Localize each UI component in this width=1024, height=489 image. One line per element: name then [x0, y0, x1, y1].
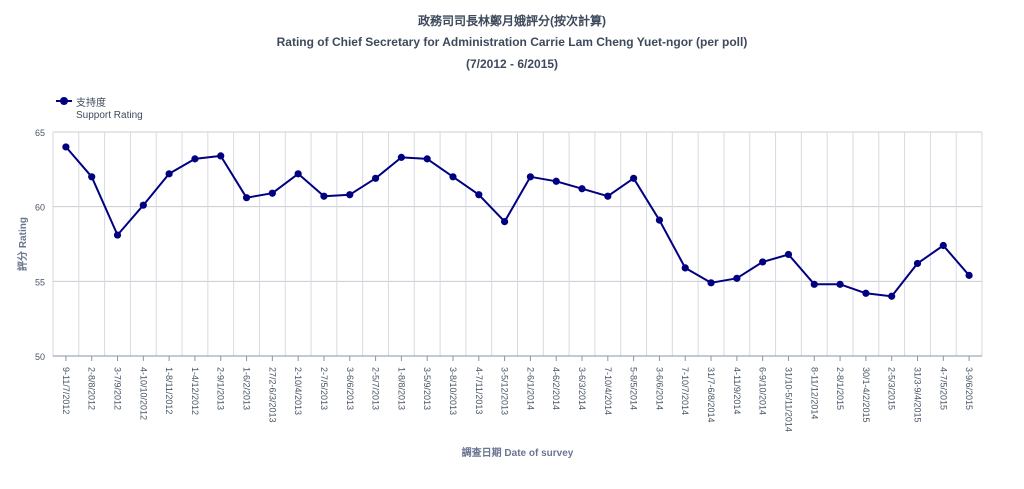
x-tick-label: 3-6/3/2014	[577, 367, 587, 410]
data-point	[836, 280, 844, 288]
x-tick-label: 8-11/12/2014	[809, 367, 819, 419]
data-point	[862, 289, 870, 297]
data-point	[242, 194, 251, 202]
data-point	[217, 152, 225, 160]
data-point	[139, 201, 147, 209]
x-tick-label: 4-7/11/2013	[474, 367, 484, 414]
chart-title: 政務司司長林鄭月娥評分(按次計算)	[418, 14, 606, 28]
data-point	[526, 173, 535, 181]
chart-subtitle-range: (7/2012 - 6/2015)	[465, 57, 559, 71]
x-tick-label: 31/3-9/4/2015	[912, 367, 922, 423]
data-point	[759, 258, 767, 266]
x-tick-label: 3-8/10/2013	[448, 367, 458, 415]
x-tick-label: 3-7/9/2012	[113, 367, 123, 410]
x-tick-label: 3-5/12/2013	[500, 367, 510, 415]
data-point	[604, 192, 612, 200]
y-axis-title: 評分 Rating	[16, 217, 29, 271]
x-tick-label: 2-8/1/2015	[835, 367, 845, 410]
x-tick-label: 2-9/1/2013	[216, 367, 226, 410]
x-tick-label: 1-4/12/2012	[190, 367, 200, 415]
x-tick-label: 7-10/4/2014	[603, 367, 613, 415]
x-tick-label: 6-9/10/2014	[758, 367, 768, 415]
data-point	[113, 231, 122, 239]
x-tick-label: 4-6/2/2014	[551, 367, 561, 410]
data-point	[475, 191, 483, 199]
data-point	[810, 280, 818, 288]
data-point	[939, 241, 947, 250]
x-axis-title: 調查日期 Date of survey	[462, 446, 574, 459]
y-tick-label: 50	[35, 352, 45, 362]
x-tick-label: 3-6/6/2013	[345, 367, 355, 410]
data-point	[888, 292, 896, 300]
x-tick-label: 31/10-5/11/2014	[783, 367, 793, 432]
data-point	[784, 250, 793, 259]
x-tick-label: 3-6/6/2014	[654, 367, 664, 410]
x-tick-label: 27/2-6/3/2013	[267, 367, 277, 423]
x-tick-label: 4-11/9/2014	[732, 367, 742, 414]
data-point	[655, 216, 664, 224]
y-tick-label: 60	[35, 203, 45, 213]
data-point	[397, 153, 405, 161]
data-point	[165, 170, 173, 178]
series-line	[65, 146, 970, 298]
x-tick-label: 30/1-4/2/2015	[861, 367, 871, 423]
data-point	[320, 192, 328, 200]
data-point	[552, 177, 560, 185]
x-tick-label: 2-10/4/2013	[293, 367, 303, 415]
data-point	[449, 173, 457, 181]
legend-label-en: Support Rating	[76, 109, 143, 121]
data-point	[268, 189, 276, 197]
data-point	[294, 170, 302, 178]
data-point	[423, 155, 431, 163]
y-tick-label: 55	[35, 277, 45, 287]
data-point	[733, 274, 741, 282]
x-tick-label: 2-6/1/2014	[525, 367, 535, 410]
data-point	[500, 218, 509, 226]
x-tick-label: 2-8/8/2012	[87, 367, 97, 410]
data-point	[913, 259, 922, 268]
legend-label-zh: 支持度	[76, 97, 106, 109]
data-point	[965, 271, 973, 279]
data-point	[681, 264, 689, 272]
data-point	[578, 185, 586, 193]
x-tick-label: 2-5/7/2013	[371, 367, 381, 410]
legend-marker	[56, 96, 72, 106]
x-tick-label: 5-8/5/2014	[629, 367, 639, 410]
x-tick-label: 3-9/6/2015	[964, 367, 974, 410]
x-tick-label: 7-10/7/2014	[680, 367, 690, 415]
data-point	[371, 174, 380, 182]
data-point	[88, 173, 96, 181]
x-tick-label: 1-8/11/2012	[164, 367, 174, 414]
x-tick-label: 4-7/5/2015	[938, 367, 948, 410]
x-tick-label: 4-10/10/2012	[138, 367, 148, 420]
data-point	[191, 155, 199, 163]
data-point	[707, 279, 715, 287]
x-tick-label: 3-5/9/2013	[422, 367, 432, 410]
y-tick-label: 65	[35, 128, 45, 138]
x-tick-label: 1-8/8/2013	[396, 367, 406, 410]
chart-subtitle: Rating of Chief Secretary for Administra…	[276, 35, 748, 49]
x-tick-label: 2-5/3/2015	[887, 367, 897, 410]
legend[interactable]: 支持度 Support Rating	[56, 94, 143, 122]
x-tick-label: 2-7/5/2013	[319, 367, 329, 410]
x-tick-label: 1-6/2/2013	[242, 367, 252, 410]
data-point	[346, 191, 354, 199]
x-tick-label: 9-11/7/2012	[61, 367, 71, 414]
data-point	[62, 143, 70, 151]
x-tick-label: 31/7-6/8/2014	[706, 367, 716, 423]
data-point	[630, 174, 638, 182]
